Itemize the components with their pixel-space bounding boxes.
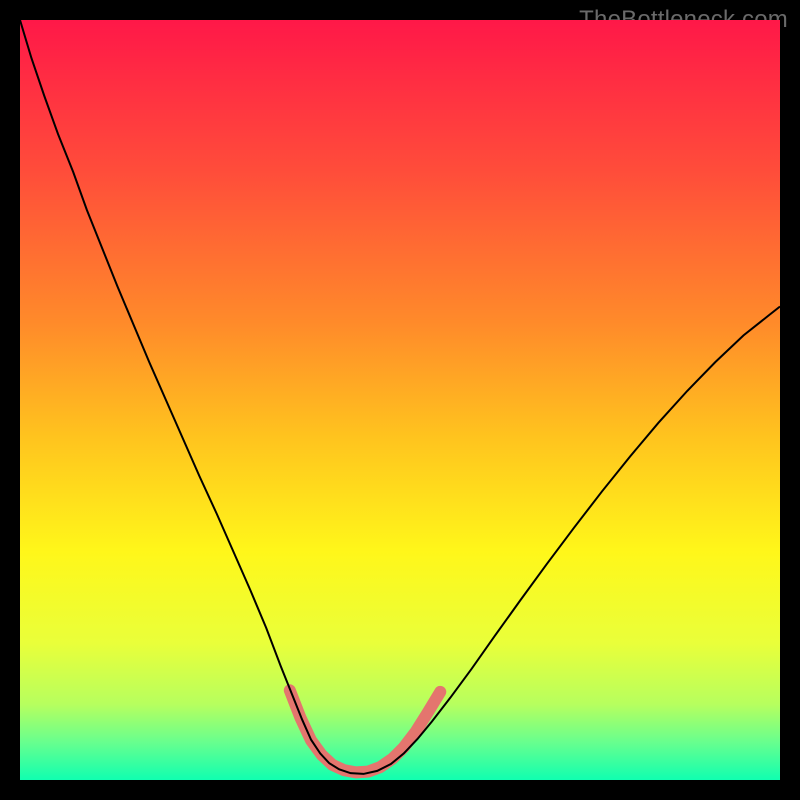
chart-svg <box>20 20 780 780</box>
chart-frame: TheBottleneck.com <box>0 0 800 800</box>
bottleneck-chart <box>20 20 780 780</box>
chart-background <box>20 20 780 780</box>
